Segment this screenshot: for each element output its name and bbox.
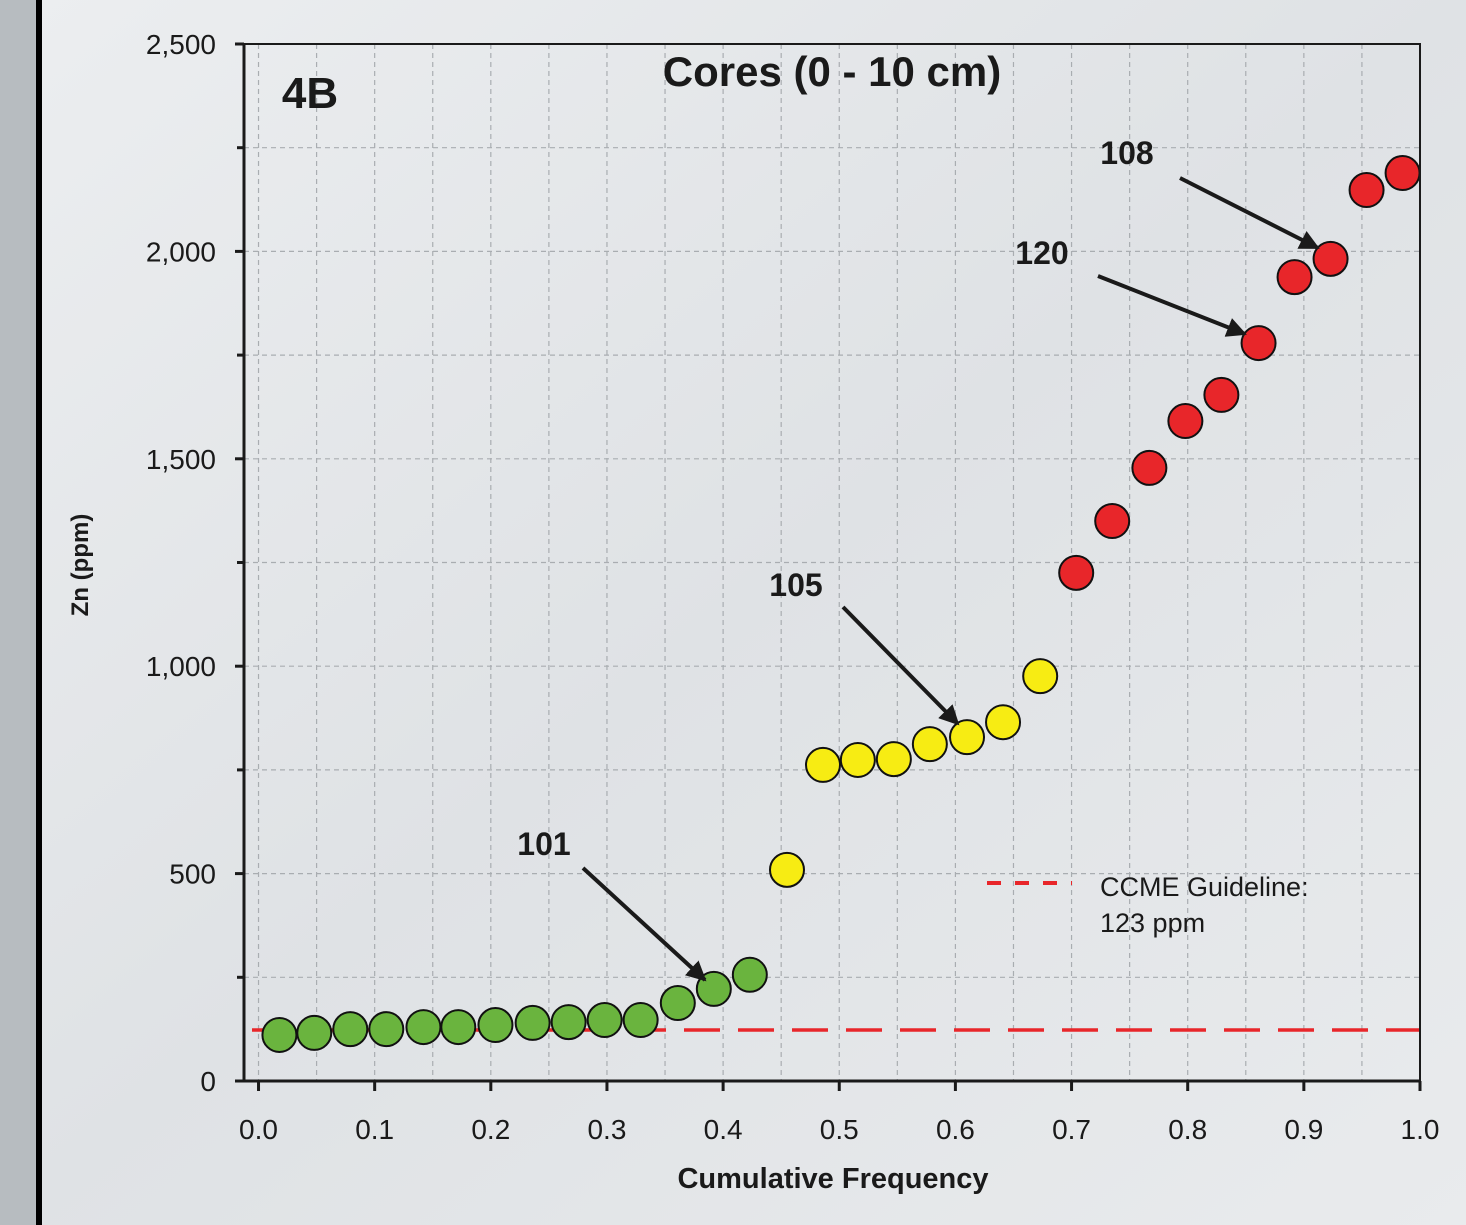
- data-point: [550, 1004, 587, 1041]
- data-point: [875, 741, 912, 778]
- x-tick-label: 0.5: [820, 1114, 859, 1145]
- data-point: [1131, 449, 1168, 486]
- data-point: [1058, 554, 1095, 591]
- y-tick-label: 1,500: [146, 444, 216, 475]
- x-axis-label: Cumulative Frequency: [677, 1163, 988, 1195]
- annotation: 120: [1015, 235, 1068, 271]
- data-point: [949, 719, 986, 756]
- data-point: [477, 1007, 514, 1044]
- x-tick-label: 0.3: [587, 1114, 626, 1145]
- annotation-arrow: [841, 605, 960, 726]
- y-tick-label: 1,000: [146, 651, 216, 682]
- y-axis-label: Zn (ppm): [67, 514, 94, 617]
- x-tick-label: 0.2: [471, 1114, 510, 1145]
- annotation-arrow: [1179, 176, 1320, 250]
- annotation: 105: [769, 567, 822, 603]
- data-point: [1167, 403, 1204, 440]
- data-point: [261, 1016, 298, 1053]
- data-point: [659, 985, 696, 1022]
- x-tick-label: 0.8: [1168, 1114, 1207, 1145]
- data-point: [405, 1009, 442, 1046]
- guideline-legend-text: CCME Guideline:: [1100, 872, 1309, 902]
- data-point: [1203, 376, 1240, 413]
- x-tick-label: 0.0: [239, 1114, 278, 1145]
- data-point: [911, 726, 948, 763]
- data-point: [1348, 172, 1385, 209]
- annotation: 101: [517, 826, 570, 862]
- side-strip: [0, 0, 36, 1225]
- data-point: [440, 1009, 477, 1046]
- panel-label: 4B: [282, 69, 338, 118]
- data-point: [1312, 240, 1349, 277]
- annotation: 108: [1100, 135, 1153, 171]
- data-point: [1276, 259, 1313, 296]
- x-tick-label: 0.1: [355, 1114, 394, 1145]
- data-point: [368, 1011, 405, 1048]
- chart-title: Cores (0 - 10 cm): [663, 48, 1001, 95]
- x-tick-label: 0.7: [1052, 1114, 1091, 1145]
- data-point: [731, 956, 768, 993]
- data-point: [1094, 503, 1131, 540]
- x-tick-label: 0.6: [936, 1114, 975, 1145]
- annotation-arrow: [581, 866, 707, 982]
- data-point: [768, 851, 805, 888]
- data-point: [985, 704, 1022, 741]
- data-point: [586, 1002, 623, 1039]
- guideline-legend-text: 123 ppm: [1100, 908, 1205, 938]
- data-point: [332, 1011, 369, 1048]
- data-point: [804, 746, 841, 783]
- data-point: [514, 1004, 551, 1041]
- data-point: [622, 1002, 659, 1039]
- y-tick-label: 0: [200, 1066, 216, 1097]
- x-tick-label: 1.0: [1401, 1114, 1440, 1145]
- annotation-arrow: [1097, 274, 1247, 337]
- data-point: [1240, 325, 1277, 362]
- data-point: [1384, 155, 1421, 192]
- y-tick-label: 2,000: [146, 236, 216, 267]
- x-tick-label: 0.9: [1284, 1114, 1323, 1145]
- y-tick-label: 500: [169, 859, 216, 890]
- y-tick-label: 2,500: [146, 29, 216, 60]
- x-tick-label: 0.4: [704, 1114, 743, 1145]
- side-bar: [36, 0, 42, 1225]
- data-point: [1022, 658, 1059, 695]
- data-point: [839, 741, 876, 778]
- data-point: [296, 1014, 333, 1051]
